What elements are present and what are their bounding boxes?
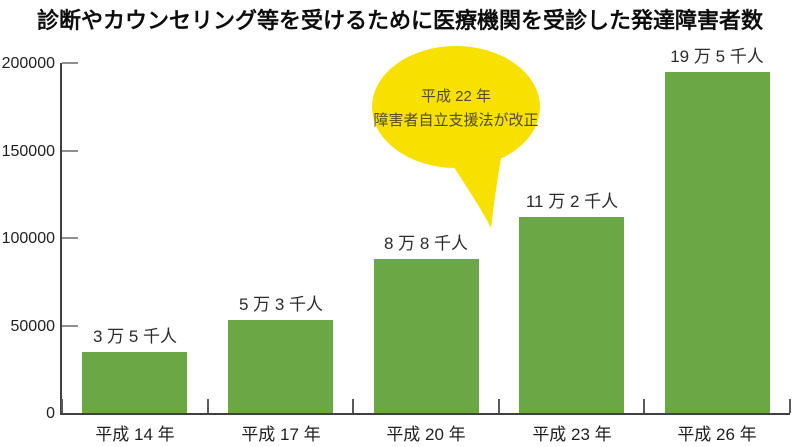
bar [374,259,479,413]
bar [519,217,624,413]
bar-value-label: 19 万 5 千人 [670,47,764,66]
x-tick-mark [61,399,63,413]
annotation-line-1: 平成 22 年 [420,88,492,105]
x-tick-mark [206,399,209,413]
bar-value-label: 11 万 2 千人 [525,192,619,211]
x-category-label: 平成 26 年 [677,425,757,444]
annotation-line-2: 障害者自立支援法が改正 [373,112,539,129]
x-category-label: 平成 23 年 [532,425,612,444]
x-category-label: 平成 20 年 [386,425,466,444]
x-tick-mark [643,399,646,413]
chart-title: 診断やカウンセリング等を受けるために医療機関を受診した発達障害者数 [36,8,763,33]
annotation-balloon [372,46,540,228]
bar [82,352,187,413]
y-axis-line [60,63,62,413]
balloon-ellipse-shape [372,46,540,168]
annotation-text: 平成 22 年 障害者自立支援法が改正 [366,85,546,133]
bar [228,320,333,413]
bar-value-label: 8 万 8 千人 [383,234,469,253]
x-tick-mark [789,399,791,413]
y-tick-mark [62,62,78,64]
x-tick-mark [352,399,355,413]
x-category-label: 平成 17 年 [241,425,321,444]
y-tick-mark [62,237,78,239]
bar [665,72,770,413]
y-tick-label: 50000 [10,317,56,335]
x-category-label: 平成 14 年 [95,425,175,444]
x-axis-line [60,413,790,415]
y-tick-label: 100000 [1,230,55,247]
bar-value-label: 5 万 3 千人 [238,295,324,314]
y-tick-label: 150000 [1,142,55,160]
x-tick-mark [497,399,500,413]
y-tick-label: 200000 [1,55,55,72]
y-tick-mark [62,149,78,152]
bar-value-label: 3 万 5 千人 [92,327,178,346]
y-tick-label: 0 [46,405,55,422]
y-tick-mark [62,324,78,327]
